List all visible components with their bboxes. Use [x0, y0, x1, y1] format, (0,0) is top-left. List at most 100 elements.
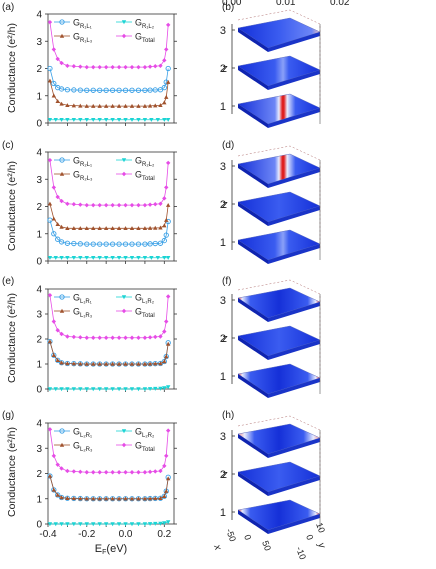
- data-point: [65, 201, 70, 206]
- data-point: [97, 202, 102, 208]
- data-point: [55, 56, 60, 62]
- data-point: [71, 361, 77, 366]
- data-point: [123, 64, 128, 70]
- data-point: [71, 103, 77, 108]
- data-point: [147, 522, 153, 527]
- z-tick-label: 1: [220, 371, 226, 383]
- data-point: [55, 194, 60, 200]
- data-point: [91, 117, 96, 122]
- data-point: [116, 87, 122, 93]
- legend-label-sub: L₂R₁: [80, 433, 92, 439]
- data-point: [129, 522, 135, 527]
- data-point: [84, 87, 90, 93]
- data-point: [158, 361, 163, 366]
- data-point: [103, 496, 109, 501]
- data-point: [142, 387, 148, 392]
- data-point: [165, 22, 171, 28]
- layer-slab: [237, 55, 321, 87]
- data-point: [97, 103, 102, 108]
- y-tick-label: 4: [36, 10, 42, 21]
- layer-slab: [237, 499, 321, 531]
- data-point: [47, 427, 53, 432]
- panel-label: (c): [2, 140, 14, 151]
- plot-frame: [47, 422, 175, 525]
- data-point: [47, 339, 53, 344]
- data-point: [123, 470, 128, 475]
- data-point: [91, 387, 96, 392]
- plot-frame: [47, 151, 175, 262]
- y-tick-label: 1: [36, 91, 42, 102]
- data-point: [116, 103, 122, 108]
- data-point: [142, 87, 148, 93]
- z-tick-label: 1: [220, 101, 226, 113]
- data-point: [78, 496, 83, 501]
- data-point: [153, 202, 158, 207]
- data-point: [77, 241, 83, 247]
- data-point: [164, 453, 169, 459]
- chart-2: (e) 0 1 2 3 4 Conductance (e²/h) GL₁R₁ GL₁R₂ GL₁R…: [2, 276, 177, 396]
- data-point: [103, 470, 109, 475]
- data-point: [161, 237, 167, 244]
- data-point: [116, 496, 122, 501]
- data-point: [165, 202, 171, 207]
- legend-marker: [121, 158, 127, 163]
- data-point: [103, 103, 109, 108]
- data-point: [51, 185, 57, 190]
- data-point: [129, 117, 135, 122]
- data-point: [97, 117, 102, 122]
- data-point: [103, 241, 109, 247]
- data-point: [47, 19, 53, 25]
- legend-marker: [59, 33, 65, 38]
- x-tick-label: 0.0: [119, 529, 133, 540]
- data-point: [165, 79, 171, 84]
- data-point: [53, 117, 58, 122]
- data-point: [142, 226, 148, 231]
- data-point: [47, 293, 53, 298]
- y-tick-label: 1: [36, 494, 42, 505]
- data-point: [158, 496, 163, 501]
- x-tick-label: -0.4: [39, 529, 57, 540]
- data-point: [51, 80, 57, 87]
- layer-front: [268, 514, 320, 534]
- data-point: [136, 255, 141, 260]
- layer-side: [238, 28, 268, 52]
- layer-front: [268, 438, 320, 458]
- data-point: [97, 64, 102, 70]
- data-point: [78, 117, 83, 122]
- data-point: [59, 387, 64, 392]
- data-point: [149, 255, 154, 260]
- x-tick-label: 0: [242, 533, 253, 541]
- data-point: [164, 94, 169, 99]
- data-point: [129, 470, 135, 475]
- series-line-2: [49, 80, 169, 107]
- layer-side: [238, 336, 268, 360]
- data-point: [136, 470, 141, 475]
- data-point: [165, 65, 171, 72]
- data-point: [51, 319, 57, 324]
- data-point: [116, 470, 122, 475]
- data-point: [116, 522, 122, 527]
- data-point: [71, 334, 77, 340]
- data-point: [153, 469, 158, 474]
- legend-label-sub: R₁L₃: [80, 38, 93, 44]
- layer-front: [268, 244, 320, 264]
- data-point: [116, 361, 122, 366]
- data-point: [153, 496, 158, 501]
- data-point: [103, 335, 109, 340]
- data-point: [65, 226, 70, 231]
- data-point: [47, 117, 53, 122]
- layer-front: [268, 168, 320, 188]
- data-point: [103, 361, 109, 366]
- data-point: [164, 217, 169, 222]
- layer-front: [268, 108, 320, 128]
- data-point: [142, 335, 148, 340]
- data-point: [78, 387, 83, 392]
- data-point: [59, 495, 64, 500]
- layer-side: [238, 66, 268, 90]
- data-point: [162, 58, 167, 63]
- layer-slab: [237, 153, 321, 185]
- data-point: [152, 240, 158, 247]
- data-point: [51, 47, 57, 52]
